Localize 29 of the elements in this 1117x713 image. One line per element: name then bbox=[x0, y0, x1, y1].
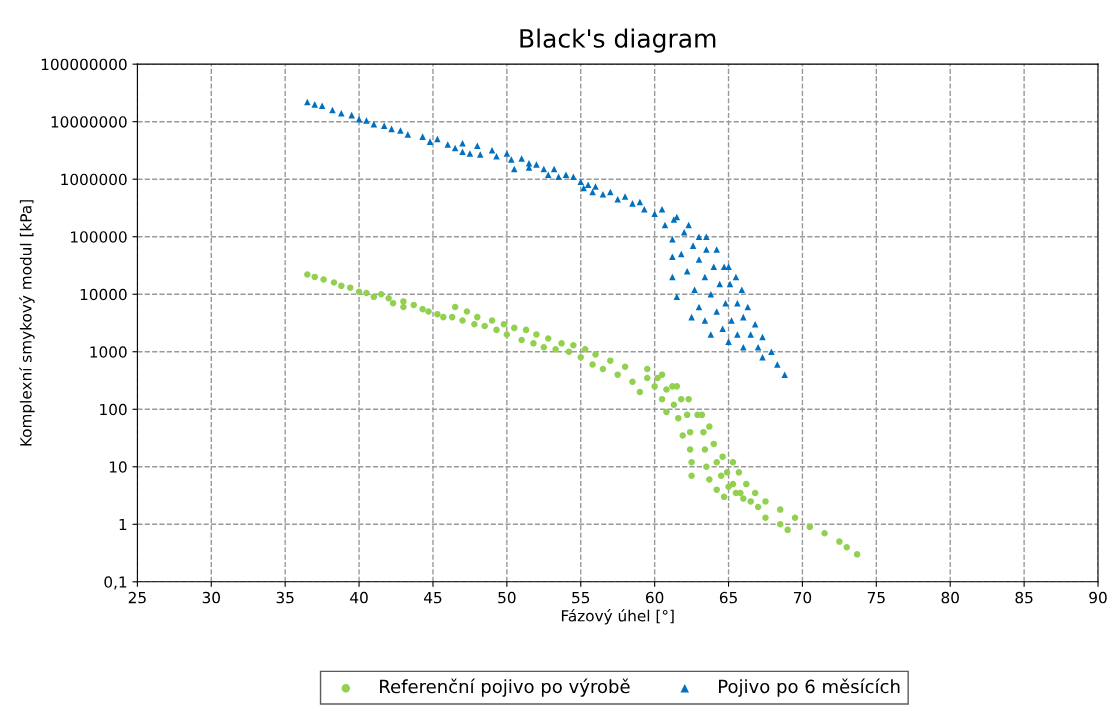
x-tick-label: 85 bbox=[1015, 591, 1033, 604]
y-tick-label: 100000 bbox=[71, 231, 127, 243]
x-tick-label: 30 bbox=[202, 591, 220, 604]
x-tick-label: 55 bbox=[572, 592, 590, 604]
y-axis-title: Komplexní smykový modul [kPa] bbox=[19, 200, 35, 446]
y-tick-label: 100 bbox=[100, 403, 127, 416]
y-tick-label: 10000000 bbox=[51, 116, 127, 128]
x-tick-label: 25 bbox=[128, 591, 146, 604]
x-tick-label: 65 bbox=[719, 591, 737, 604]
x-tick-label: 75 bbox=[867, 592, 885, 604]
y-tick-label: 1 bbox=[119, 518, 127, 531]
x-tick-label: 40 bbox=[350, 591, 368, 604]
y-tick-label: 10 bbox=[109, 461, 127, 473]
x-tick-label: 45 bbox=[423, 592, 442, 604]
y-tick-label: 1000 bbox=[90, 346, 127, 358]
x-tick-label: 60 bbox=[645, 591, 664, 604]
x-tick-label: 70 bbox=[793, 591, 812, 604]
y-tick-label: 1000000 bbox=[61, 173, 127, 186]
chart-title: Black's diagram bbox=[520, 28, 716, 53]
x-tick-label: 35 bbox=[276, 591, 294, 604]
legend-label: Referenční pojivo po výrobě bbox=[380, 678, 630, 697]
x-axis-title: Fázový úhel [°] bbox=[561, 609, 674, 625]
y-tick-label: 10000 bbox=[80, 288, 127, 301]
y-tick-label: 100000000 bbox=[41, 58, 127, 71]
x-tick-label: 80 bbox=[941, 591, 959, 604]
x-tick-label: 90 bbox=[1089, 591, 1107, 604]
legend-label: Pojivo po 6 měsících bbox=[719, 678, 900, 697]
x-tick-label: 50 bbox=[498, 591, 516, 604]
y-tick-label: 0,1 bbox=[104, 576, 127, 590]
